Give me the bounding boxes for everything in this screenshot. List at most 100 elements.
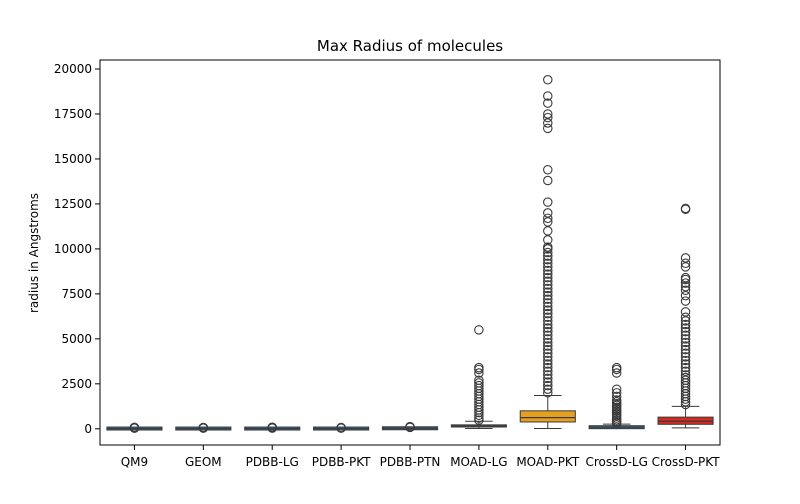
outlier-point — [474, 325, 484, 335]
outlier-point — [680, 375, 691, 385]
outlier-point — [680, 285, 691, 296]
plot-frame — [99, 59, 721, 446]
outlier-point — [680, 203, 691, 214]
outlier-point — [543, 276, 553, 287]
y-tick-label: 17500 — [54, 107, 92, 121]
x-tick-label: PDBB-PKT — [312, 455, 371, 469]
outlier-point — [680, 262, 691, 272]
outlier-point — [543, 305, 553, 315]
outlier-point — [611, 395, 622, 405]
outlier-point — [543, 316, 553, 326]
outlier-point — [680, 326, 691, 337]
outlier-point — [680, 278, 691, 288]
outlier-point — [543, 323, 553, 333]
x-tick-label: MOAD-LG — [450, 455, 507, 469]
outlier-point — [680, 296, 691, 306]
outlier-point — [543, 384, 553, 394]
outlier-point — [543, 269, 553, 279]
outlier-point — [474, 362, 484, 373]
y-tick-label: 15000 — [54, 152, 92, 166]
y-tick-label: 2500 — [61, 377, 92, 391]
box-group-crossd-pkt — [657, 203, 714, 429]
outlier-point — [680, 272, 691, 283]
outlier-point — [680, 281, 691, 292]
box-group-pdbb-lg — [244, 422, 301, 433]
outlier-point — [543, 287, 553, 297]
outlier-point — [543, 197, 553, 207]
outlier-point — [543, 235, 553, 245]
outlier-point — [680, 352, 691, 362]
outlier-point — [611, 368, 622, 378]
outlier-point — [543, 217, 553, 227]
outlier-point — [543, 388, 553, 398]
outlier-point — [543, 272, 553, 283]
outlier-point — [543, 75, 553, 85]
x-tick-label: CrossD-PKT — [652, 455, 721, 469]
outlier-point — [543, 112, 553, 123]
outlier-point — [267, 422, 277, 432]
outlier-point — [543, 377, 553, 387]
outlier-point — [474, 380, 484, 391]
outlier-point — [543, 98, 553, 108]
outlier-point — [543, 226, 553, 236]
outlier-point — [543, 334, 553, 344]
outlier-point — [543, 337, 553, 348]
outlier-point — [543, 118, 553, 128]
outlier-point — [680, 362, 691, 373]
outlier-point — [680, 319, 691, 330]
outlier-point — [680, 370, 691, 380]
outlier-point — [543, 109, 553, 119]
x-tick-label: MOAD-PKT — [516, 455, 580, 469]
outlier-point — [543, 362, 553, 373]
outlier-point — [543, 326, 553, 337]
outlier-point — [680, 312, 691, 323]
outlier-point — [611, 391, 622, 402]
outlier-point — [543, 355, 553, 366]
box-group-pdbb-ptn — [381, 421, 439, 433]
outlier-point — [680, 348, 691, 358]
y-tick-label: 0 — [84, 422, 92, 436]
outlier-point — [543, 348, 553, 358]
outlier-point — [543, 373, 553, 384]
y-tick-label: 7500 — [61, 287, 92, 301]
outlier-point — [611, 362, 622, 373]
outlier-point — [543, 319, 553, 330]
outlier-point — [543, 352, 553, 362]
outlier-point — [680, 359, 691, 369]
outlier-point — [543, 258, 553, 269]
y-tick-label: 20000 — [54, 62, 92, 76]
x-tick-label: PDBB-PTN — [380, 455, 441, 469]
box-group-moad-pkt — [519, 75, 576, 429]
outlier-point — [405, 421, 415, 432]
x-tick-label: GEOM — [185, 455, 222, 469]
outlier-point — [680, 253, 691, 263]
outlier-point — [543, 290, 553, 301]
outlier-point — [543, 298, 553, 308]
box-group-moad-lg — [450, 325, 507, 429]
outlier-point — [474, 368, 484, 378]
y-tick-label: 12500 — [54, 197, 92, 211]
outlier-point — [543, 341, 553, 351]
outlier-point — [680, 372, 691, 383]
outlier-point — [680, 258, 691, 269]
outlier-point — [611, 388, 622, 398]
box-group-pdbb-pkt — [313, 422, 370, 433]
outlier-point — [680, 344, 691, 355]
outlier-point — [474, 375, 484, 385]
outlier-point — [680, 316, 691, 326]
outlier-point — [543, 91, 553, 101]
chart-title: Max Radius of molecules — [317, 37, 503, 55]
outlier-point — [474, 378, 484, 388]
outlier-point — [543, 247, 553, 258]
outlier-point — [543, 213, 553, 224]
outlier-point — [543, 242, 553, 252]
outlier-point — [543, 380, 553, 391]
outlier-point — [336, 422, 346, 433]
outlier-point — [543, 208, 553, 218]
outlier-point — [543, 265, 553, 276]
box-iqr — [519, 410, 576, 423]
outlier-point — [680, 355, 691, 366]
outlier-point — [543, 301, 553, 312]
